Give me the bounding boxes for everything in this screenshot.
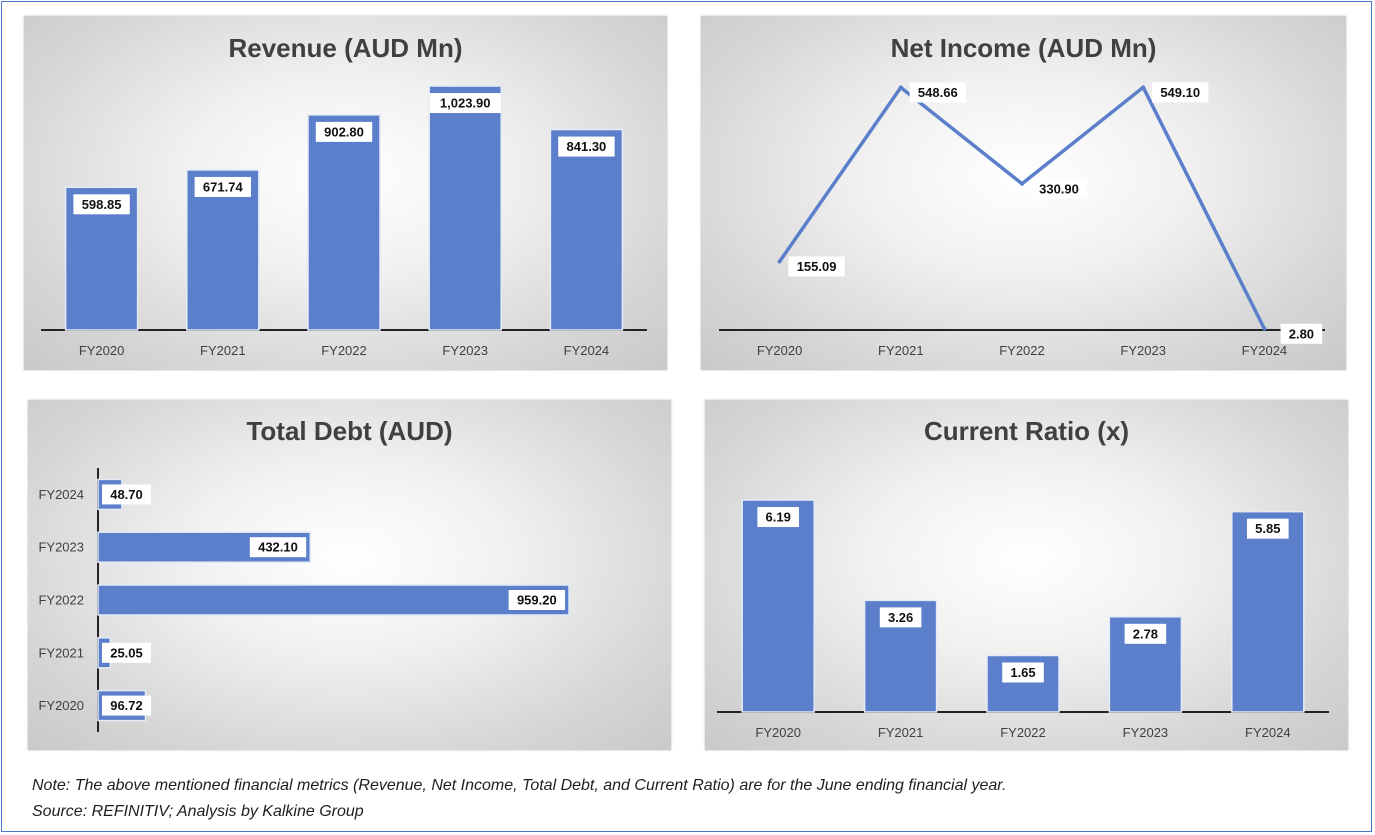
point-fy2022 <box>1020 181 1024 186</box>
data-label-fy2020-box <box>73 194 130 215</box>
data-label-fy2021: 671.74 <box>203 179 244 194</box>
data-label-fy2024-box <box>1280 323 1323 344</box>
point-fy2020 <box>777 259 782 264</box>
bar-fy2024 <box>549 128 624 331</box>
data-label-fy2021: 3.26 <box>888 610 913 625</box>
data-label-fy2020: 6.19 <box>766 510 791 525</box>
data-label-fy2020: 155.09 <box>797 259 837 274</box>
data-label-fy2024: 841.30 <box>567 139 607 154</box>
x-tick-fy2023: FY2023 <box>1120 343 1166 358</box>
data-label-fy2024: 2.80 <box>1289 326 1314 341</box>
data-label-fy2021-box <box>909 82 966 103</box>
data-label-fy2023: 1,023.90 <box>440 96 491 111</box>
data-label-fy2023: 549.10 <box>1160 85 1200 100</box>
data-label-fy2022-box <box>508 590 566 610</box>
revenue-chart-panel: Revenue (AUD Mn) 598.85 FY2020 671.74 FY202… <box>24 16 667 370</box>
x-tick-fy2020: FY2020 <box>755 725 801 740</box>
source-text: Source: REFINITIV; Analysis by Kalkine G… <box>32 803 364 820</box>
data-label-fy2022: 959.20 <box>517 593 557 608</box>
bar-fy2022 <box>307 114 381 331</box>
data-label-fy2022: 330.90 <box>1039 181 1079 196</box>
net-income-chart-title: Net Income (AUD Mn) <box>890 33 1157 63</box>
data-label-fy2020: 598.85 <box>82 197 122 212</box>
x-tick-fy2022: FY2022 <box>321 343 367 358</box>
data-label-fy2020-box <box>788 256 845 277</box>
x-tick-fy2024: FY2024 <box>1245 725 1291 740</box>
data-label-fy2022: 1.65 <box>1010 665 1035 680</box>
total-debt-chart-panel: Total Debt (AUD) 96.72 FY2020 25.05 FY2021 9… <box>28 400 671 750</box>
x-tick-fy2021: FY2021 <box>200 343 246 358</box>
x-tick-fy2021: FY2021 <box>878 725 924 740</box>
data-label-fy2023: 2.78 <box>1133 626 1158 641</box>
bar-fy2024 <box>1231 510 1305 713</box>
x-tick-fy2024: FY2024 <box>564 343 610 358</box>
total-debt-chart-title: Total Debt (AUD) <box>246 416 453 446</box>
x-tick-fy2022: FY2022 <box>1000 725 1046 740</box>
x-tick-fy2023: FY2023 <box>1123 725 1169 740</box>
x-tick-fy2022: FY2022 <box>999 343 1045 358</box>
y-tick-fy2020: FY2020 <box>38 698 84 713</box>
data-label-fy2024: 48.70 <box>110 487 143 502</box>
current-ratio-chart-title: Current Ratio (x) <box>923 416 1130 446</box>
note-text: Note: The above mentioned financial metr… <box>32 777 1007 794</box>
y-tick-fy2024: FY2024 <box>38 487 84 502</box>
y-tick-fy2022: FY2022 <box>38 593 84 608</box>
data-label-fy2024-box <box>1247 518 1289 539</box>
data-label-fy2021: 25.05 <box>110 645 143 660</box>
data-label-fy2020: 96.72 <box>110 698 143 713</box>
data-label-fy2024-box <box>558 136 615 157</box>
data-label-fy2022-box <box>315 121 373 142</box>
net-income-chart-panel: Net Income (AUD Mn) 155.09 FY2020 548.66 FY… <box>701 16 1346 370</box>
point-fy2023 <box>1141 85 1146 90</box>
data-label-fy2023-box <box>249 537 307 558</box>
data-label-fy2020-box <box>102 695 151 716</box>
current-ratio-chart-svg: 6.19 FY2020 3.26 FY2021 1.65 FY2022 2.78 FY2023… <box>717 499 1329 740</box>
x-tick-fy2024: FY2024 <box>1242 343 1288 358</box>
data-label-fy2021: 548.66 <box>918 85 958 100</box>
data-label-fy2023-box <box>1152 82 1209 103</box>
bar-fy2022 <box>97 584 570 616</box>
data-label-fy2023-box <box>1124 623 1167 644</box>
net-income-chart-svg: 155.09 FY2020 548.66 FY2021 330.90 FY2022 549.… <box>719 82 1325 358</box>
data-label-fy2022: 902.80 <box>324 124 364 139</box>
data-label-fy2021-box <box>879 607 922 628</box>
x-tick-fy2020: FY2020 <box>79 343 125 358</box>
bar-fy2023 <box>428 85 502 331</box>
revenue-chart-title: Revenue (AUD Mn) <box>228 33 463 63</box>
point-fy2024 <box>1262 326 1267 331</box>
data-label-fy2021-box <box>102 642 151 663</box>
x-tick-fy2021: FY2021 <box>878 343 924 358</box>
total-debt-chart-svg: 96.72 FY2020 25.05 FY2021 959.20 FY2022 432.10… <box>38 468 570 732</box>
data-label-fy2020-box <box>757 507 799 528</box>
x-tick-fy2023: FY2023 <box>442 343 488 358</box>
data-label-fy2021-box <box>194 176 251 197</box>
data-label-fy2024-box <box>102 484 151 505</box>
data-label-fy2023-box <box>429 93 501 114</box>
data-label-fy2022-box <box>1002 662 1044 683</box>
x-tick-fy2020: FY2020 <box>757 343 803 358</box>
net-income-series-line <box>778 85 1266 330</box>
revenue-chart-svg: 598.85 FY2020 671.74 FY2021 902.80 FY2022 1,02… <box>41 85 647 358</box>
y-tick-fy2021: FY2021 <box>38 645 84 660</box>
data-label-fy2024: 5.85 <box>1255 521 1280 536</box>
data-label-fy2022-box <box>1030 178 1088 199</box>
point-fy2021 <box>898 85 903 90</box>
y-tick-fy2023: FY2023 <box>38 540 84 555</box>
data-label-fy2023: 432.10 <box>258 540 298 555</box>
current-ratio-chart-panel: Current Ratio (x) 6.19 FY2020 3.26 FY2021 1.… <box>705 400 1348 750</box>
bar-fy2020 <box>741 499 815 713</box>
